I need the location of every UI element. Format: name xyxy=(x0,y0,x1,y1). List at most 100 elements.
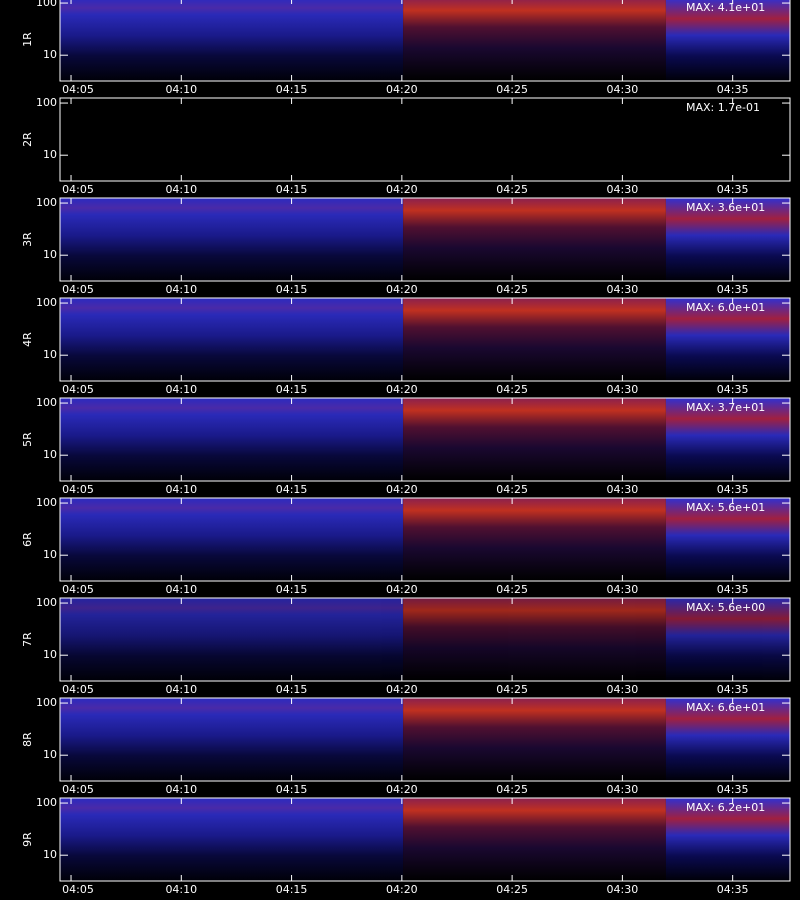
x-tick-label: 04:20 xyxy=(386,283,418,296)
max-label: MAX: 5.6e+00 xyxy=(686,601,765,614)
x-tick-label: 04:15 xyxy=(276,83,308,96)
x-tick-label: 04:10 xyxy=(165,83,197,96)
plot-frame xyxy=(59,497,791,582)
x-tick-label: 04:15 xyxy=(276,283,308,296)
y-axis-label: 8R xyxy=(21,732,34,747)
max-label: MAX: 1.7e-01 xyxy=(686,101,760,114)
x-tick-label: 04:05 xyxy=(62,383,94,396)
quiet-region xyxy=(60,0,404,81)
spectrogram-image xyxy=(60,798,790,881)
y-axis-label: 9R xyxy=(21,832,34,847)
x-tick-label: 04:25 xyxy=(496,183,528,196)
y-axis-label: 2R xyxy=(21,132,34,147)
x-tick-label: 04:30 xyxy=(607,483,639,496)
x-tick-label: 04:15 xyxy=(276,683,308,696)
y-tick-label: 100 xyxy=(36,96,57,109)
plot-frame xyxy=(59,97,791,182)
burst-region xyxy=(403,598,666,681)
y-tick-label: 10 xyxy=(43,148,57,161)
y-tick-label: 100 xyxy=(36,296,57,309)
spectrogram-image xyxy=(60,398,790,481)
max-label: MAX: 5.6e+01 xyxy=(686,501,765,514)
x-tick-label: 04:15 xyxy=(276,483,308,496)
x-tick-label: 04:30 xyxy=(607,283,639,296)
x-tick-label: 04:15 xyxy=(276,583,308,596)
x-tick-label: 04:15 xyxy=(276,883,308,896)
burst-region xyxy=(403,0,666,81)
x-tick-label: 04:10 xyxy=(165,883,197,896)
quiet-region xyxy=(60,298,404,381)
y-tick-label: 100 xyxy=(36,496,57,509)
burst-region xyxy=(403,198,666,281)
plot-frame xyxy=(59,197,791,282)
y-tick-label: 100 xyxy=(36,396,57,409)
x-tick-label: 04:10 xyxy=(165,283,197,296)
tail-region xyxy=(665,498,790,581)
x-tick-label: 04:25 xyxy=(496,783,528,796)
y-tick-label: 10 xyxy=(43,48,57,61)
x-tick-label: 04:35 xyxy=(717,183,749,196)
x-tick-label: 04:20 xyxy=(386,883,418,896)
y-axis-label: 6R xyxy=(21,532,34,547)
y-tick-label: 10 xyxy=(43,848,57,861)
x-tick-label: 04:10 xyxy=(165,583,197,596)
x-tick-label: 04:05 xyxy=(62,483,94,496)
x-tick-label: 04:15 xyxy=(276,183,308,196)
y-tick-label: 100 xyxy=(36,696,57,709)
x-tick-label: 04:25 xyxy=(496,683,528,696)
x-tick-label: 04:35 xyxy=(717,883,749,896)
max-label: MAX: 4.1e+01 xyxy=(686,1,765,14)
tail-region xyxy=(665,398,790,481)
y-axis-label: 1R xyxy=(21,32,34,47)
y-axis-label: 5R xyxy=(21,432,34,447)
x-tick-label: 04:10 xyxy=(165,383,197,396)
x-tick-label: 04:35 xyxy=(717,483,749,496)
y-axis-label: 4R xyxy=(21,332,34,347)
plot-frame xyxy=(59,697,791,782)
y-tick-label: 10 xyxy=(43,748,57,761)
x-tick-label: 04:15 xyxy=(276,383,308,396)
x-tick-label: 04:20 xyxy=(386,783,418,796)
x-tick-label: 04:30 xyxy=(607,583,639,596)
plot-frame xyxy=(59,0,791,82)
spectrogram-image xyxy=(60,298,790,381)
tail-region xyxy=(665,0,790,81)
quiet-region xyxy=(60,698,404,781)
y-tick-label: 10 xyxy=(43,648,57,661)
y-tick-label: 100 xyxy=(36,596,57,609)
x-tick-label: 04:35 xyxy=(717,683,749,696)
y-axis-label: 3R xyxy=(21,232,34,247)
x-tick-label: 04:30 xyxy=(607,83,639,96)
plot-frame xyxy=(59,297,791,382)
y-tick-label: 10 xyxy=(43,448,57,461)
y-tick-label: 10 xyxy=(43,348,57,361)
tail-region xyxy=(665,198,790,281)
x-tick-label: 04:10 xyxy=(165,483,197,496)
x-tick-label: 04:35 xyxy=(717,283,749,296)
burst-region xyxy=(403,798,666,881)
quiet-region xyxy=(60,798,404,881)
x-tick-label: 04:05 xyxy=(62,683,94,696)
spectrogram-image xyxy=(60,598,790,681)
x-tick-label: 04:05 xyxy=(62,583,94,596)
max-label: MAX: 6.2e+01 xyxy=(686,801,765,814)
x-tick-label: 04:25 xyxy=(496,83,528,96)
tail-region xyxy=(665,698,790,781)
x-tick-label: 04:35 xyxy=(717,83,749,96)
spectrogram-image xyxy=(60,0,790,81)
x-tick-label: 04:20 xyxy=(386,183,418,196)
burst-region xyxy=(403,298,666,381)
burst-region xyxy=(403,498,666,581)
x-tick-label: 04:05 xyxy=(62,183,94,196)
x-tick-label: 04:35 xyxy=(717,383,749,396)
max-label: MAX: 3.6e+01 xyxy=(686,201,765,214)
x-tick-label: 04:20 xyxy=(386,83,418,96)
x-tick-label: 04:20 xyxy=(386,583,418,596)
x-tick-label: 04:25 xyxy=(496,483,528,496)
y-tick-label: 10 xyxy=(43,548,57,561)
quiet-region xyxy=(60,198,404,281)
x-tick-label: 04:30 xyxy=(607,383,639,396)
x-tick-label: 04:25 xyxy=(496,283,528,296)
burst-region xyxy=(403,398,666,481)
x-tick-label: 04:10 xyxy=(165,783,197,796)
